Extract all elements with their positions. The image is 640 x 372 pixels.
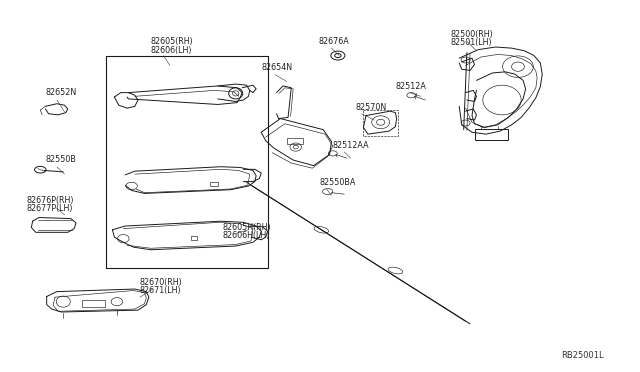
- Text: 82676A: 82676A: [319, 38, 349, 46]
- Bar: [83, 300, 105, 307]
- Text: 82512A: 82512A: [396, 82, 426, 91]
- Text: 82570N: 82570N: [355, 103, 387, 112]
- Bar: [474, 129, 508, 140]
- Text: RB25001L: RB25001L: [561, 351, 604, 360]
- Text: 82606(LH): 82606(LH): [151, 46, 192, 55]
- Text: 82550B: 82550B: [45, 155, 76, 164]
- Text: 82654N: 82654N: [261, 63, 292, 73]
- Text: 82550BA: 82550BA: [320, 178, 356, 187]
- Bar: [191, 236, 197, 240]
- Text: 82500(RH): 82500(RH): [451, 30, 493, 39]
- Text: 82671(LH): 82671(LH): [140, 286, 182, 295]
- Text: 82501(LH): 82501(LH): [451, 38, 493, 47]
- Text: 82670(RH): 82670(RH): [140, 278, 182, 287]
- Text: 82652N: 82652N: [45, 88, 77, 97]
- Text: 82676P(RH): 82676P(RH): [26, 196, 74, 205]
- Bar: [287, 138, 303, 144]
- Text: 82677P(LH): 82677P(LH): [26, 204, 73, 213]
- Text: 82512AA: 82512AA: [333, 141, 369, 150]
- Text: 82606H(LH): 82606H(LH): [223, 231, 270, 240]
- Bar: [210, 182, 218, 186]
- Text: 82605H(RH): 82605H(RH): [223, 223, 271, 232]
- Text: 82605(RH): 82605(RH): [151, 38, 193, 46]
